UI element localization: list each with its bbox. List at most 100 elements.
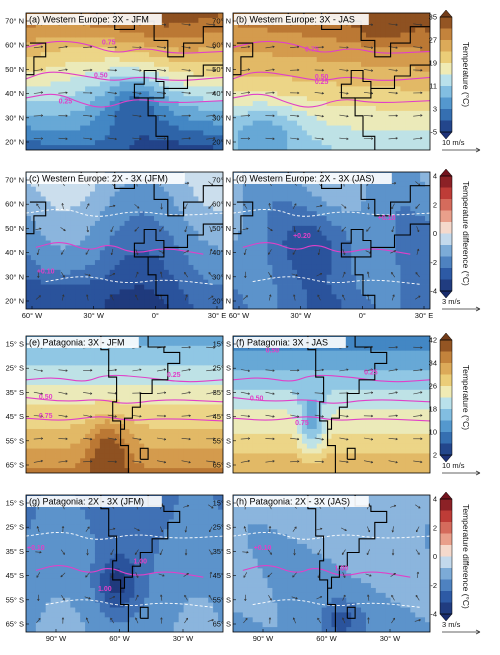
heatmap-cell — [163, 96, 170, 102]
heatmap-cell — [80, 201, 86, 207]
heatmap-cell — [158, 274, 165, 281]
heatmap-cell — [267, 216, 273, 222]
heatmap-cell — [203, 42, 209, 48]
heatmap-cell — [316, 66, 323, 73]
heatmap-cell — [395, 235, 401, 241]
contours-b — [233, 40, 430, 108]
heatmap-cell — [395, 172, 401, 178]
coastline — [321, 172, 430, 217]
heatmap-cell — [297, 304, 303, 309]
wind-arrow — [240, 46, 250, 49]
heatmap-cell — [218, 96, 223, 102]
heatmap-cell — [80, 294, 86, 300]
heatmap-cell — [178, 22, 184, 29]
heatmap-cell — [395, 110, 401, 117]
heatmap-cell — [218, 181, 223, 188]
heatmap-cell — [237, 110, 244, 117]
heatmap-cell — [233, 279, 239, 285]
heatmap-cell — [70, 181, 76, 188]
heatmap-cell — [425, 76, 430, 82]
heatmap-cell — [70, 86, 76, 92]
heatmap-a — [26, 13, 223, 150]
heatmap-cell — [139, 289, 145, 295]
heatmap-cell — [70, 125, 76, 131]
heatmap-cell — [55, 135, 61, 141]
heatmap-cell — [420, 196, 426, 202]
heatmap-cell — [292, 191, 298, 197]
heatmap-cell — [292, 245, 298, 251]
heatmap-cell — [163, 135, 170, 141]
heatmap-cell — [385, 17, 391, 24]
heatmap-cell — [297, 42, 303, 48]
heatmap-cell — [90, 269, 96, 276]
heatmap-cell — [173, 42, 180, 48]
heatmap-cell — [375, 140, 382, 146]
wind-arrow-head — [188, 114, 191, 117]
heatmap-cell — [385, 191, 391, 197]
wind-arrow-head — [61, 203, 64, 206]
heatmap-cell — [55, 66, 61, 73]
heatmap-cell — [326, 186, 332, 192]
heatmap-cell — [247, 66, 254, 73]
heatmap-cell — [168, 13, 175, 19]
heatmap-cell — [183, 66, 189, 73]
heatmap-cell — [30, 91, 37, 97]
heatmap-cell — [50, 66, 56, 73]
heatmap-cell — [410, 71, 416, 77]
heatmap-cell — [65, 211, 71, 217]
heatmap-cell — [104, 125, 111, 131]
heatmap-cell — [351, 206, 357, 212]
heatmap-cell — [410, 201, 416, 207]
wind-arrow — [61, 272, 65, 278]
wind-arrow-head — [110, 229, 113, 233]
heatmap-cell — [198, 181, 204, 188]
heatmap-cell — [336, 274, 342, 281]
heatmap-cell — [114, 110, 120, 117]
heatmap-cell — [346, 289, 352, 295]
contour-line — [26, 93, 223, 108]
heatmap-cell — [80, 52, 86, 58]
heatmap-cell — [104, 135, 111, 141]
wind-arrow — [86, 226, 89, 233]
heatmap-cell — [183, 22, 189, 29]
heatmap-cell — [267, 245, 273, 251]
heatmap-cell — [104, 27, 111, 33]
heatmap-cell — [297, 260, 303, 266]
heatmap-cell — [242, 125, 249, 131]
heatmap-cell — [183, 115, 189, 122]
heatmap-cell — [50, 96, 56, 102]
heatmap-cell — [351, 294, 357, 300]
heatmap-cell — [144, 32, 150, 38]
heatmap-cell — [198, 17, 204, 24]
heatmap-cell — [242, 196, 249, 202]
heatmap-cell — [316, 240, 323, 246]
heatmap-cell — [94, 289, 101, 295]
heatmap-cell — [40, 206, 47, 212]
heatmap-cell — [154, 220, 160, 227]
heatmap-cell — [415, 201, 421, 207]
heatmap-cell — [40, 196, 47, 202]
heatmap-cell — [183, 216, 189, 222]
heatmap-cell — [94, 71, 101, 77]
heatmap-cell — [247, 145, 254, 150]
heatmap-cell — [218, 135, 223, 141]
heatmap-cell — [45, 274, 52, 281]
heatmap-cell — [158, 101, 165, 107]
heatmap-cell — [277, 289, 283, 295]
heatmap-cell — [361, 186, 367, 192]
wind-arrow — [35, 295, 41, 300]
heatmap-cell — [380, 91, 387, 97]
heatmap-cell — [213, 86, 219, 92]
heatmap-cell — [262, 115, 268, 122]
heatmap-cell — [341, 216, 347, 222]
heatmap-cell — [287, 125, 293, 131]
heatmap-cell — [85, 61, 91, 68]
heatmap-cell — [149, 206, 155, 212]
wind-arrow — [243, 203, 248, 209]
heatmap-cell — [272, 255, 278, 261]
heatmap-cell — [247, 32, 254, 38]
heatmap-cell — [198, 22, 204, 29]
heatmap-cell — [292, 27, 298, 33]
wind-arrow — [85, 203, 90, 210]
heatmap-cell — [272, 260, 278, 266]
